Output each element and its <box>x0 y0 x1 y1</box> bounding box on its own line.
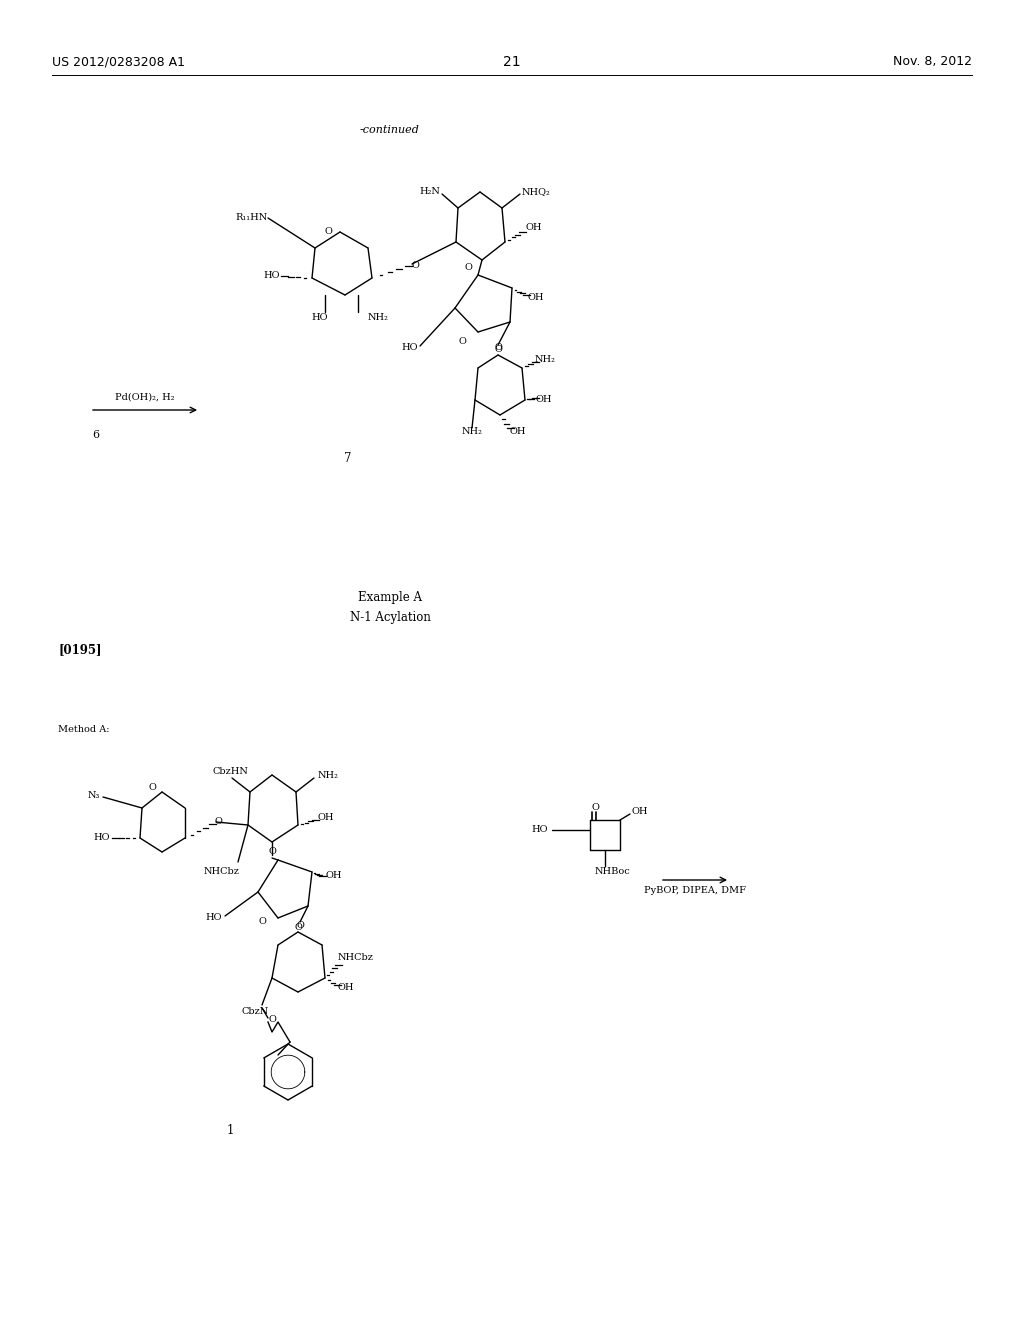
Text: Example A: Example A <box>358 591 422 605</box>
Text: O: O <box>464 264 472 272</box>
Text: -continued: -continued <box>360 125 420 135</box>
Text: O: O <box>268 1015 275 1024</box>
Text: NH₂: NH₂ <box>318 771 339 780</box>
Text: PyBOP, DIPEA, DMF: PyBOP, DIPEA, DMF <box>644 886 746 895</box>
Text: O: O <box>324 227 332 236</box>
Text: O: O <box>258 917 266 927</box>
Text: OH: OH <box>535 396 552 404</box>
Text: O: O <box>411 260 419 269</box>
Text: 6: 6 <box>92 430 99 440</box>
Text: R₁₁HN: R₁₁HN <box>236 214 268 223</box>
Text: Nov. 8, 2012: Nov. 8, 2012 <box>893 55 972 69</box>
Text: Method A:: Method A: <box>58 726 110 734</box>
Text: CbzN: CbzN <box>242 1007 268 1016</box>
Text: HO: HO <box>206 913 222 923</box>
Text: NHBoc: NHBoc <box>594 867 630 876</box>
Text: O: O <box>494 343 502 352</box>
Text: NH₂: NH₂ <box>462 428 482 437</box>
Text: HO: HO <box>263 271 280 280</box>
Text: O: O <box>294 924 302 932</box>
Text: Pd(OH)₂, H₂: Pd(OH)₂, H₂ <box>116 393 175 403</box>
Text: N-1 Acylation: N-1 Acylation <box>349 611 430 624</box>
Text: O: O <box>214 817 222 826</box>
Text: OH: OH <box>525 223 542 232</box>
Text: NHQ₂: NHQ₂ <box>522 187 551 197</box>
Text: OH: OH <box>318 813 335 822</box>
Text: O: O <box>458 338 466 346</box>
Text: OH: OH <box>632 808 648 817</box>
Text: 21: 21 <box>503 55 521 69</box>
Text: O: O <box>268 847 275 857</box>
Text: [0195]: [0195] <box>58 644 101 656</box>
Text: O: O <box>494 346 502 355</box>
Text: O: O <box>591 804 599 813</box>
Text: O: O <box>296 921 304 931</box>
Text: HO: HO <box>93 833 110 842</box>
Text: 1: 1 <box>226 1123 233 1137</box>
Text: OH: OH <box>528 293 545 302</box>
Text: O: O <box>148 783 156 792</box>
Text: NHCbz: NHCbz <box>204 867 240 876</box>
Text: HO: HO <box>531 825 548 834</box>
Text: NHCbz: NHCbz <box>338 953 374 962</box>
Text: OH: OH <box>338 983 354 993</box>
Text: H₂N: H₂N <box>419 187 440 197</box>
Text: OH: OH <box>510 428 526 437</box>
Text: CbzHN: CbzHN <box>212 767 248 776</box>
Text: US 2012/0283208 A1: US 2012/0283208 A1 <box>52 55 185 69</box>
Text: HO: HO <box>401 343 418 352</box>
Text: N₃: N₃ <box>88 791 100 800</box>
Text: OH: OH <box>325 871 341 880</box>
Text: HO: HO <box>311 314 329 322</box>
Text: 7: 7 <box>344 451 352 465</box>
Text: NH₂: NH₂ <box>535 355 556 364</box>
Text: NH₂: NH₂ <box>368 314 389 322</box>
